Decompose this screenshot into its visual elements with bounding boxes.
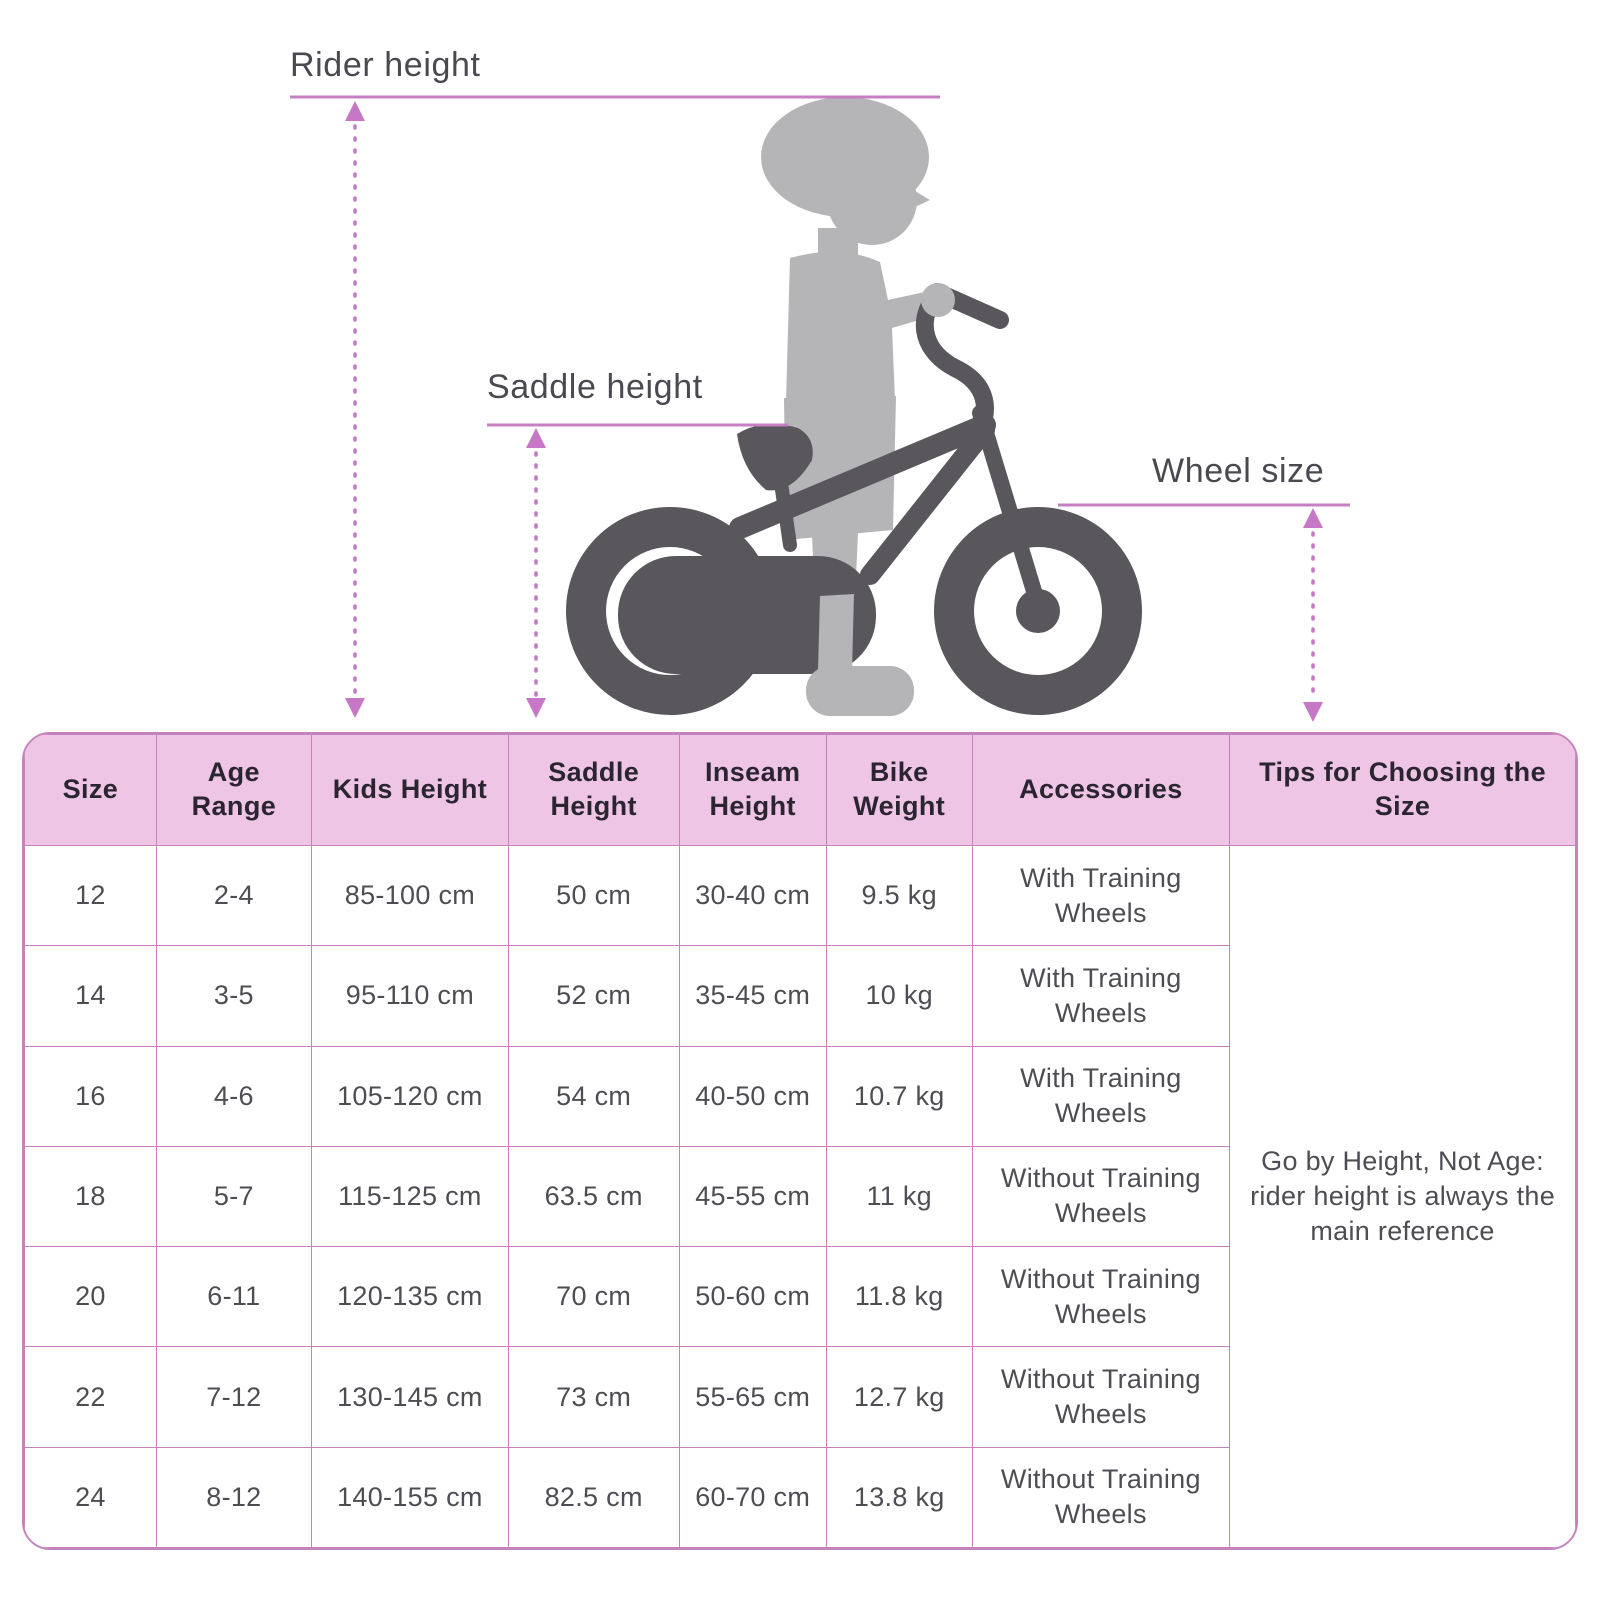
table-row: 18 5-7 115-125 cm 63.5 cm 45-55 cm 11 kg… <box>24 1145 1576 1248</box>
cell-saddle-height: 70 cm <box>507 1246 680 1348</box>
cell-bike-weight: 11 kg <box>825 1145 973 1248</box>
cell-age-range: 5-7 <box>155 1145 312 1248</box>
wheel-size-label: Wheel size <box>1152 452 1325 490</box>
header-size: Size <box>24 734 157 846</box>
child-overlay <box>806 283 955 716</box>
cell-saddle-height: 50 cm <box>507 844 680 947</box>
cell-inseam-height: 60-70 cm <box>678 1446 827 1548</box>
header-saddle-height: Saddle Height <box>507 734 680 846</box>
cell-bike-weight: 11.8 kg <box>825 1246 973 1348</box>
cell-accessories: With Training Wheels <box>971 1045 1231 1147</box>
cell-age-range: 6-11 <box>155 1246 312 1348</box>
cell-saddle-height: 63.5 cm <box>507 1145 680 1248</box>
cell-size: 22 <box>24 1346 157 1448</box>
cell-saddle-height: 82.5 cm <box>507 1446 680 1548</box>
table-row: 12 2-4 85-100 cm 50 cm 30-40 cm 9.5 kg W… <box>24 844 1576 1548</box>
measurement-arrows <box>345 101 1323 722</box>
cell-kids-height: 95-110 cm <box>310 945 509 1047</box>
cell-bike-weight: 10 kg <box>825 945 973 1047</box>
rider-height-label: Rider height <box>290 46 481 84</box>
cell-size: 16 <box>24 1045 157 1147</box>
cell-size: 24 <box>24 1446 157 1548</box>
front-hub-icon <box>1016 589 1060 633</box>
header-accessories: Accessories <box>971 734 1231 846</box>
cell-age-range: 8-12 <box>155 1446 312 1548</box>
cell-bike-weight: 13.8 kg <box>825 1446 973 1548</box>
header-inseam-height: Inseam Height <box>678 734 827 846</box>
header-age-range: Age Range <box>155 734 312 846</box>
cell-inseam-height: 35-45 cm <box>678 945 827 1047</box>
cell-inseam-height: 30-40 cm <box>678 844 827 947</box>
cell-bike-weight: 12.7 kg <box>825 1346 973 1448</box>
header-row: Size Age Range Kids Height Saddle Height… <box>24 734 1576 846</box>
header-bike-weight: Bike Weight <box>825 734 973 846</box>
cell-age-range: 3-5 <box>155 945 312 1047</box>
front-wheel-icon <box>934 507 1142 715</box>
cell-saddle-height: 54 cm <box>507 1045 680 1147</box>
cell-saddle-height: 52 cm <box>507 945 680 1047</box>
cell-kids-height: 105-120 cm <box>310 1045 509 1147</box>
header-kids-height: Kids Height <box>310 734 509 846</box>
cell-accessories: With Training Wheels <box>971 844 1231 947</box>
measurement-diagram: Rider height Saddle height Wheel size <box>0 0 1600 732</box>
cell-accessories: Without Training Wheels <box>971 1446 1231 1548</box>
handlebar-icon <box>915 288 994 427</box>
cell-age-range: 2-4 <box>155 844 312 947</box>
cell-accessories: Without Training Wheels <box>971 1246 1231 1348</box>
measurement-lines <box>290 95 1350 507</box>
table-row: 22 7-12 130-145 cm 73 cm 55-65 cm 12.7 k… <box>24 1346 1576 1448</box>
table-row: 20 6-11 120-135 cm 70 cm 50-60 cm 11.8 k… <box>24 1246 1576 1348</box>
header-tips: Tips for Choosing the Size <box>1229 734 1576 846</box>
table-row: 16 4-6 105-120 cm 54 cm 40-50 cm 10.7 kg… <box>24 1045 1576 1147</box>
saddle-icon <box>737 424 813 491</box>
cell-inseam-height: 40-50 cm <box>678 1045 827 1147</box>
size-chart-table: Size Age Range Kids Height Saddle Height… <box>24 734 1576 1548</box>
saddle-height-arrow <box>526 428 546 718</box>
size-chart-table-container: Size Age Range Kids Height Saddle Height… <box>22 732 1578 1550</box>
cell-kids-height: 130-145 cm <box>310 1346 509 1448</box>
cell-kids-height: 120-135 cm <box>310 1246 509 1348</box>
cell-saddle-height: 73 cm <box>507 1346 680 1448</box>
table-row: 14 3-5 95-110 cm 52 cm 35-45 cm 10 kg Wi… <box>24 945 1576 1047</box>
cell-kids-height: 115-125 cm <box>310 1145 509 1248</box>
cell-inseam-height: 45-55 cm <box>678 1145 827 1248</box>
hand-icon <box>921 283 955 317</box>
tips-cell: Go by Height, Not Age: rider height is a… <box>1229 845 1576 1548</box>
cell-size: 20 <box>24 1246 157 1348</box>
bike-figure <box>566 283 1142 715</box>
cell-bike-weight: 10.7 kg <box>825 1045 973 1147</box>
shoe-icon <box>806 666 914 716</box>
cell-inseam-height: 50-60 cm <box>678 1246 827 1348</box>
cell-age-range: 7-12 <box>155 1346 312 1448</box>
wheel-size-arrow <box>1303 508 1323 722</box>
cell-size: 18 <box>24 1145 157 1248</box>
cell-bike-weight: 9.5 kg <box>825 844 973 947</box>
cell-size: 12 <box>24 844 157 947</box>
table-row: 24 8-12 140-155 cm 82.5 cm 60-70 cm 13.8… <box>24 1446 1576 1548</box>
cell-accessories: Without Training Wheels <box>971 1346 1231 1448</box>
cell-accessories: Without Training Wheels <box>971 1145 1231 1248</box>
cell-age-range: 4-6 <box>155 1045 312 1147</box>
cell-size: 14 <box>24 945 157 1047</box>
cell-kids-height: 85-100 cm <box>310 844 509 947</box>
saddle-height-label: Saddle height <box>487 368 703 406</box>
cell-accessories: With Training Wheels <box>971 945 1231 1047</box>
diagram-illustration <box>290 95 1350 722</box>
rider-height-arrow <box>345 101 365 718</box>
cell-kids-height: 140-155 cm <box>310 1446 509 1548</box>
cell-inseam-height: 55-65 cm <box>678 1346 827 1448</box>
